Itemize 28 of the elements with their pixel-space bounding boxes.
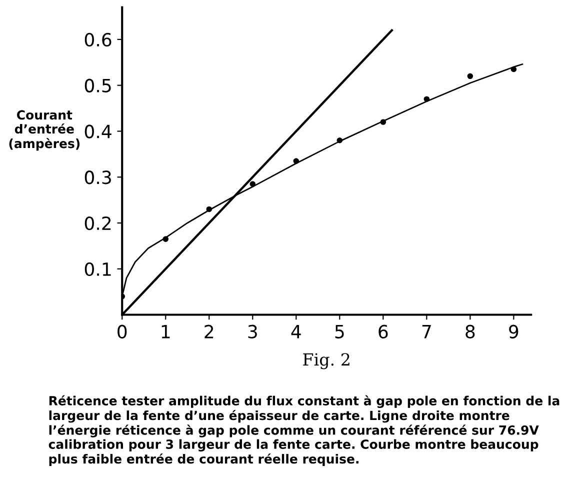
- y-tick-label: 0.1: [84, 262, 111, 276]
- y-tick-label: 0.3: [84, 170, 111, 184]
- y-axis-title: Courant d’entrée (ampères): [9, 110, 80, 151]
- text: Réticence tester amplitude du flux constant à gap pole en fonction de la largeur de la fente d’une épaisseur de carte. Ligne droite montre l’énergie réticence à gap pole comme un courant référencé sur 76.9V calibration pour 3 largeur de la fente carte. Courbe montre beaucoup plus faible entrée de courant réelle requise.: [48, 395, 560, 466]
- point: [336, 138, 343, 144]
- x-tick-label: 3: [248, 324, 257, 338]
- y-tick-label: 0.2: [84, 216, 111, 230]
- y-tick-label: 0.4: [84, 124, 112, 138]
- x-tick-label: 4: [291, 325, 301, 338]
- point: [293, 158, 300, 164]
- x-tick-label: 0: [118, 324, 127, 338]
- point: [424, 96, 430, 102]
- x-axis-title: Fig. 2: [303, 353, 350, 370]
- point: [467, 73, 474, 80]
- point: [250, 181, 256, 187]
- x-tick-label: 8: [466, 324, 475, 338]
- x-tick-label: 6: [378, 324, 388, 338]
- point: [162, 236, 169, 242]
- y-tick-label: 0.5: [84, 78, 111, 92]
- x-tick-label: 5: [335, 325, 344, 338]
- x-tick-label: 1: [162, 325, 170, 338]
- point: [510, 66, 517, 72]
- x-tick-label: 7: [422, 325, 431, 338]
- point: [206, 206, 212, 212]
- point: [380, 119, 386, 125]
- y-tick-label: 0.6: [84, 32, 112, 47]
- x-tick-label: 2: [204, 324, 214, 338]
- x-tick-label: 9: [509, 324, 518, 338]
